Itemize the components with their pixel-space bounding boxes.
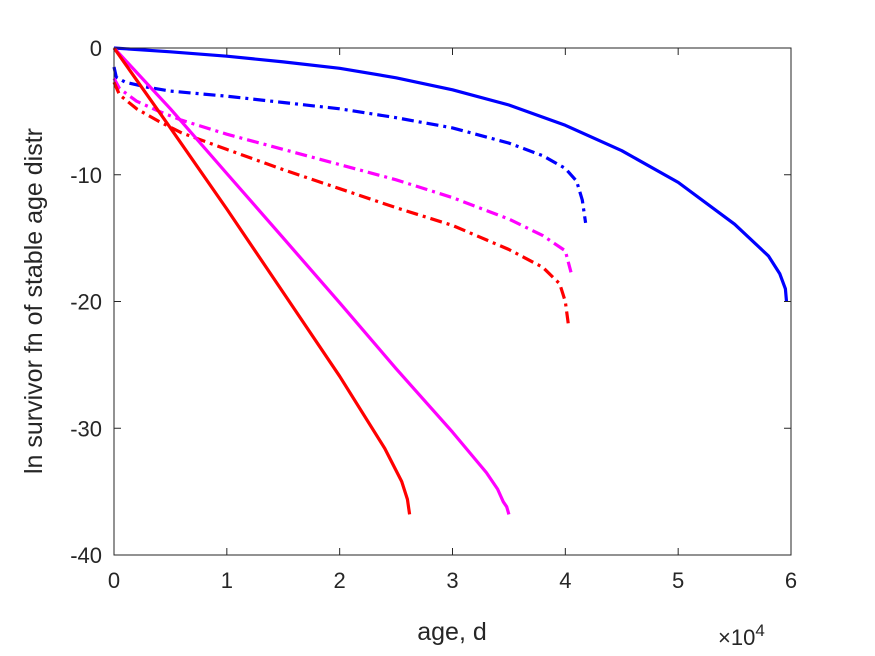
series-line-3	[112, 77, 573, 273]
series-line-6	[112, 47, 412, 515]
x-exponent-base: ×10	[718, 625, 755, 650]
axis-tick-labels: 0 1 2 3 4 5 6 -40 -30 -20 -10 0	[70, 36, 797, 593]
x-tick-label-1: 1	[221, 568, 233, 593]
x-tick-label-5: 5	[672, 568, 684, 593]
x-axis-exponent: ×104	[718, 621, 765, 650]
series-line-1	[113, 46, 789, 302]
y-tick-label-2: -20	[70, 290, 102, 315]
x-tick-label-3: 3	[446, 568, 458, 593]
y-tick-label-1: -30	[70, 416, 102, 441]
x-tick-label-6: 6	[785, 568, 797, 593]
plot-area	[114, 48, 791, 555]
x-exponent-power: 4	[755, 621, 764, 640]
y-axis-label: ln survivor fn of stable age distr	[20, 128, 48, 474]
x-tick-label-2: 2	[334, 568, 346, 593]
y-tick-label-3: -10	[70, 163, 102, 188]
series-line-5	[112, 46, 511, 515]
axes-box	[113, 47, 792, 556]
series-lines	[112, 46, 789, 515]
x-tick-label-4: 4	[559, 568, 571, 593]
x-tick-label-0: 0	[108, 568, 120, 593]
series-line-2	[112, 66, 588, 224]
x-axis-label: age, d	[417, 618, 487, 646]
series-line-4	[112, 81, 571, 328]
y-tick-label-4: 0	[90, 36, 102, 61]
y-tick-label-0: -40	[70, 543, 102, 568]
